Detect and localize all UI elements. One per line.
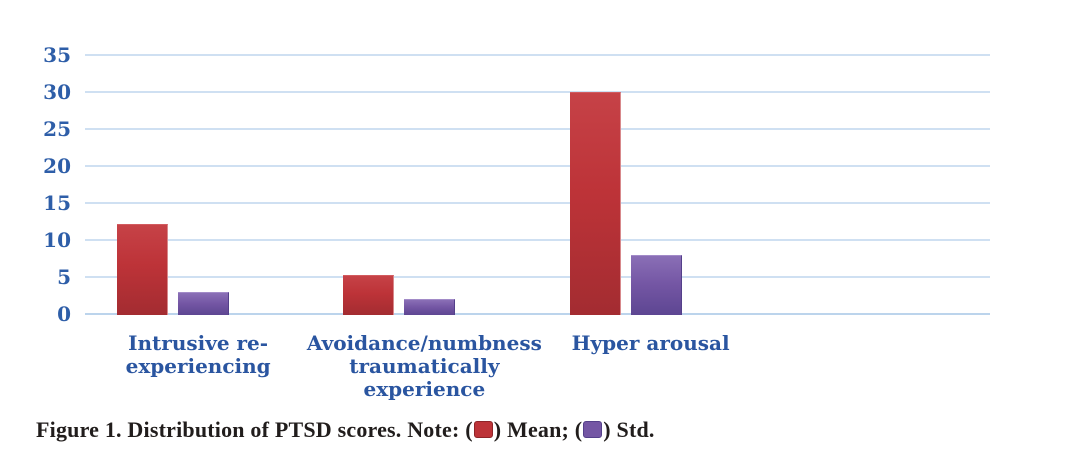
y-axis-tick-label: 10	[43, 228, 71, 252]
gridline-y-30	[85, 91, 990, 93]
caption-text-3: ) Std.	[603, 417, 655, 442]
y-axis-tick-label: 15	[43, 191, 71, 215]
y-axis-tick-label: 5	[57, 265, 71, 289]
std-bar	[178, 291, 230, 315]
caption-text-2: ) Mean; (	[493, 417, 583, 442]
std-legend-swatch-icon	[583, 421, 603, 438]
mean-bar	[117, 223, 169, 315]
figure-caption: Figure 1. Distribution of PTSD scores. N…	[36, 417, 655, 443]
gridline-y-20	[85, 165, 990, 167]
bar-chart: 0 5 10 15 20 25 30 35 Intrusive re- experiencing…	[43, 43, 990, 401]
std-bar	[404, 299, 456, 315]
caption-text-1: Figure 1. Distribution of PTSD scores. N…	[36, 417, 473, 442]
y-axis-tick-label: 25	[43, 117, 71, 141]
y-axis-tick-label: 30	[43, 80, 71, 104]
y-axis-tick-label: 0	[57, 302, 71, 326]
mean-bar	[569, 92, 621, 315]
gridline-y-35	[85, 54, 990, 56]
gridline-y-15	[85, 202, 990, 204]
gridline-y-0	[85, 313, 990, 315]
std-bar	[630, 254, 682, 315]
category-label: Hyper arousal	[571, 331, 730, 355]
category-label: Avoidance/numbness traumatically experie…	[306, 331, 542, 401]
gridline-y-25	[85, 128, 990, 130]
y-axis-tick-label: 20	[43, 154, 71, 178]
gridline-y-5	[85, 276, 990, 278]
y-axis-tick-label: 35	[43, 43, 71, 67]
mean-bar	[343, 274, 395, 315]
gridline-y-10	[85, 239, 990, 241]
category-label: Intrusive re- experiencing	[125, 331, 271, 378]
mean-legend-swatch-icon	[473, 421, 493, 438]
